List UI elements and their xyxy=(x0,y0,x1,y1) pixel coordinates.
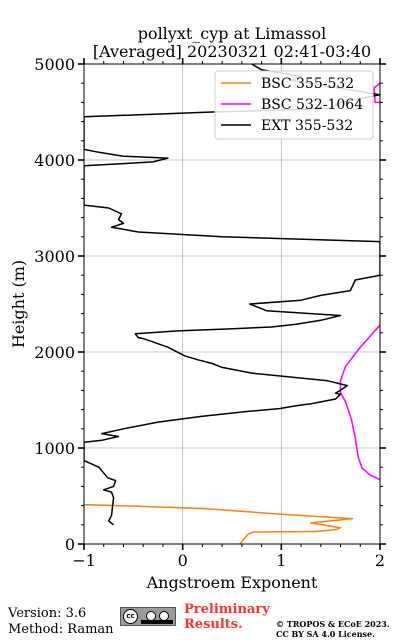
preliminary-results-notice: Preliminary Results. xyxy=(184,602,270,632)
chart-title: pollyxt_cyp at Limassol xyxy=(138,24,327,43)
y-tick-label: 5000 xyxy=(34,55,75,74)
y-axis-label: Height (m) xyxy=(9,260,28,348)
legend-label-bsc-532-1064: BSC 532-1064 xyxy=(261,97,363,113)
version-text: Version: 3.6 xyxy=(8,606,87,621)
method-text: Method: Raman xyxy=(8,622,114,637)
copyright-notice: © TROPOS & ECoE 2023. CC BY SA 4.0 Licen… xyxy=(276,619,390,639)
series-line-bsc-355-532 xyxy=(84,503,354,544)
legend: BSC 355-532 BSC 532-1064 EXT 355-532 xyxy=(214,70,374,140)
x-tick-label: 1 xyxy=(276,551,286,570)
cc-license-icon: cc xyxy=(120,607,176,626)
series-lines xyxy=(84,64,380,544)
copyright-line-2: CC BY SA 4.0 License. xyxy=(276,629,375,639)
plot-frame xyxy=(83,63,381,545)
x-tick-label: 2 xyxy=(375,551,385,570)
cc-logo-icon: cc xyxy=(123,609,138,624)
legend-label-bsc-355-532: BSC 355-532 xyxy=(261,76,354,92)
x-tick-label: 0 xyxy=(178,551,188,570)
axis-ticks xyxy=(78,58,386,550)
series-line-ext-355-532 xyxy=(84,64,380,526)
y-tick-label: 3000 xyxy=(34,247,75,266)
chart-subtitle: [Averaged] 20230321 02:41-03:40 xyxy=(93,42,371,61)
x-tick-label: −1 xyxy=(72,551,96,570)
series-line-bsc-532-1064 xyxy=(339,82,380,481)
y-tick-label: 4000 xyxy=(34,151,75,170)
y-tick-label: 2000 xyxy=(34,343,75,362)
y-tick-label: 0 xyxy=(65,535,75,554)
copyright-line-1: © TROPOS & ECoE 2023. xyxy=(276,619,390,629)
preliminary-line-1: Preliminary xyxy=(184,602,270,617)
legend-box xyxy=(214,70,374,140)
preliminary-line-2: Results. xyxy=(184,617,243,632)
y-tick-label: 1000 xyxy=(34,439,75,458)
legend-label-ext-355-532: EXT 355-532 xyxy=(261,118,353,134)
x-axis-label: Angstroem Exponent xyxy=(146,573,318,592)
license-bar xyxy=(141,620,173,624)
